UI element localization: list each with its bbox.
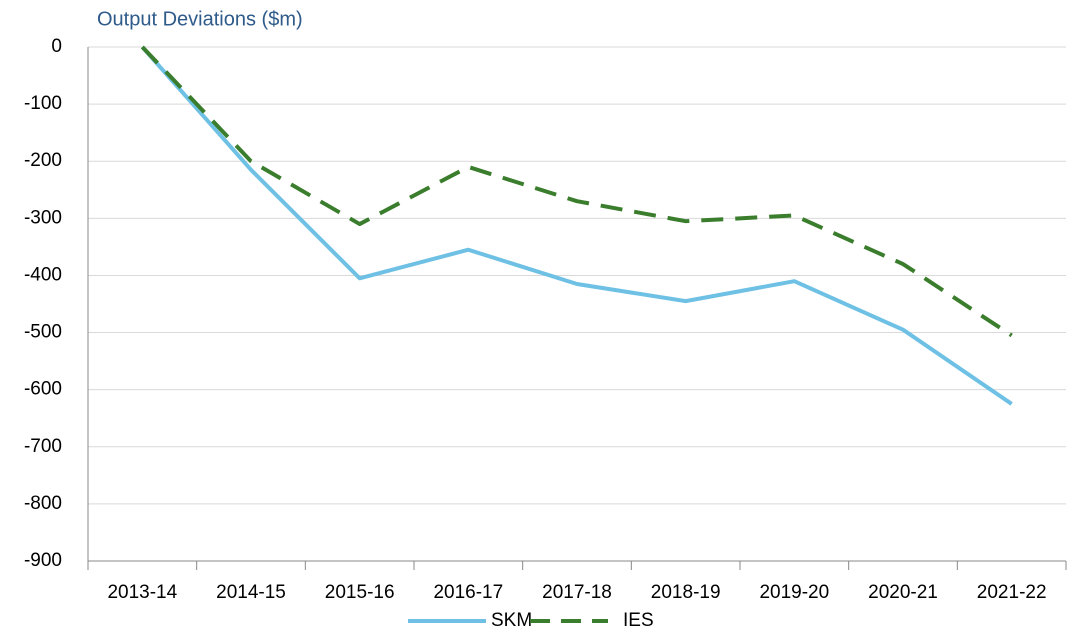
- x-tick-label: 2013-14: [107, 582, 177, 603]
- y-tick-label: 0: [51, 36, 62, 57]
- y-tick-label: -600: [24, 379, 62, 400]
- legend-label: IES: [623, 610, 654, 631]
- series-line: [140, 45, 1013, 338]
- x-tick-label: 2021-22: [977, 582, 1047, 603]
- x-tick-label: 2019-20: [759, 582, 829, 603]
- x-tick-label: 2016-17: [433, 582, 503, 603]
- y-tick-label: -400: [24, 264, 62, 285]
- y-tick-label: -500: [24, 322, 62, 343]
- y-tick-label: -700: [24, 436, 62, 457]
- series-line: [140, 45, 1013, 406]
- y-tick-label: -200: [24, 150, 62, 171]
- x-tick-label: 2014-15: [216, 582, 286, 603]
- chart-title: Output Deviations ($m): [97, 8, 303, 30]
- x-tick-label: 2017-18: [542, 582, 612, 603]
- x-tick-label: 2020-21: [868, 582, 938, 603]
- legend-label: SKM: [491, 610, 532, 631]
- x-tick-label: 2018-19: [651, 582, 721, 603]
- y-tick-label: -300: [24, 207, 62, 228]
- y-tick-label: -800: [24, 493, 62, 514]
- x-tick-label: 2015-16: [325, 582, 395, 603]
- y-tick-label: -900: [24, 550, 62, 571]
- y-tick-label: -100: [24, 93, 62, 114]
